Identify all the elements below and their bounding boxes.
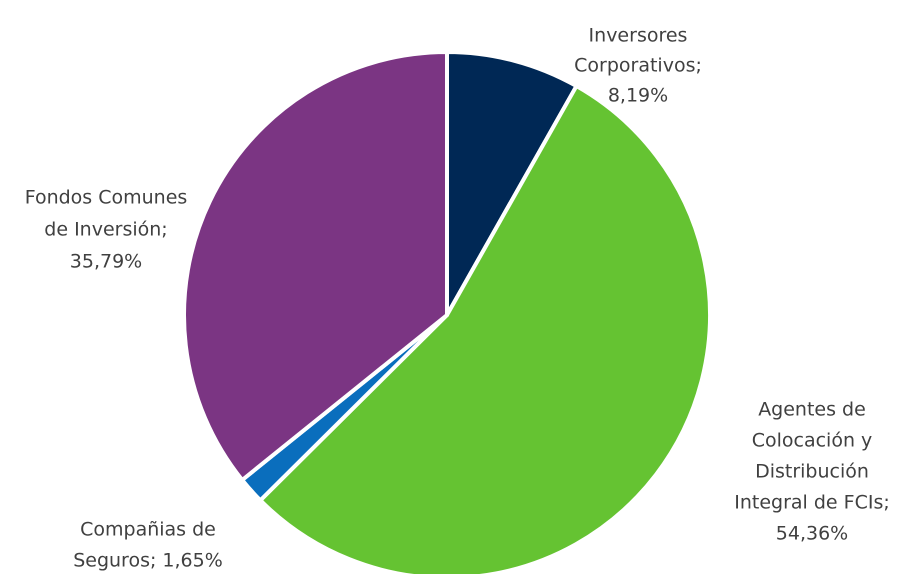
- slice-label-companias-seguros: Compañias de Seguros; 1,65%: [73, 519, 223, 572]
- pie-slice-inversores-corporativos: [445, 49, 580, 323]
- slice-label-fondos-comunes-inversion: Fondos Comunes de Inversión; 35,79%: [25, 187, 188, 273]
- slice-label-line: Corporativos;: [574, 55, 702, 77]
- slice-label-line: Inversores: [589, 25, 688, 47]
- pie-slices: [182, 49, 712, 574]
- slice-label-line: Compañias de: [80, 519, 216, 541]
- slice-label-line: 54,36%: [776, 523, 848, 545]
- pie-slice-fondos-comunes-inversion: [182, 49, 449, 483]
- slice-label-line: Agentes de: [758, 399, 866, 421]
- slice-label-line: Fondos Comunes: [25, 187, 188, 209]
- slice-label-line: de Inversión;: [44, 219, 167, 241]
- slice-label-line: Integral de FCIs;: [734, 492, 890, 514]
- pie-labels: Inversores Corporativos; 8,19% Agentes de Co…: [25, 25, 890, 572]
- slice-label-line: Distribución: [755, 461, 869, 483]
- slice-label-line: 35,79%: [70, 251, 142, 273]
- slice-label-agentes-colocacion-distribucion: Agentes de Colocación y Distribución Integr…: [734, 399, 890, 545]
- slice-label-inversores-corporativos: Inversores Corporativos; 8,19%: [574, 25, 702, 107]
- pie-slice-agentes-colocacion-distribucion: [257, 83, 712, 574]
- slice-label-line: Seguros; 1,65%: [73, 550, 223, 572]
- slice-label-line: 8,19%: [608, 85, 668, 107]
- slice-label-line: Colocación y: [752, 430, 873, 452]
